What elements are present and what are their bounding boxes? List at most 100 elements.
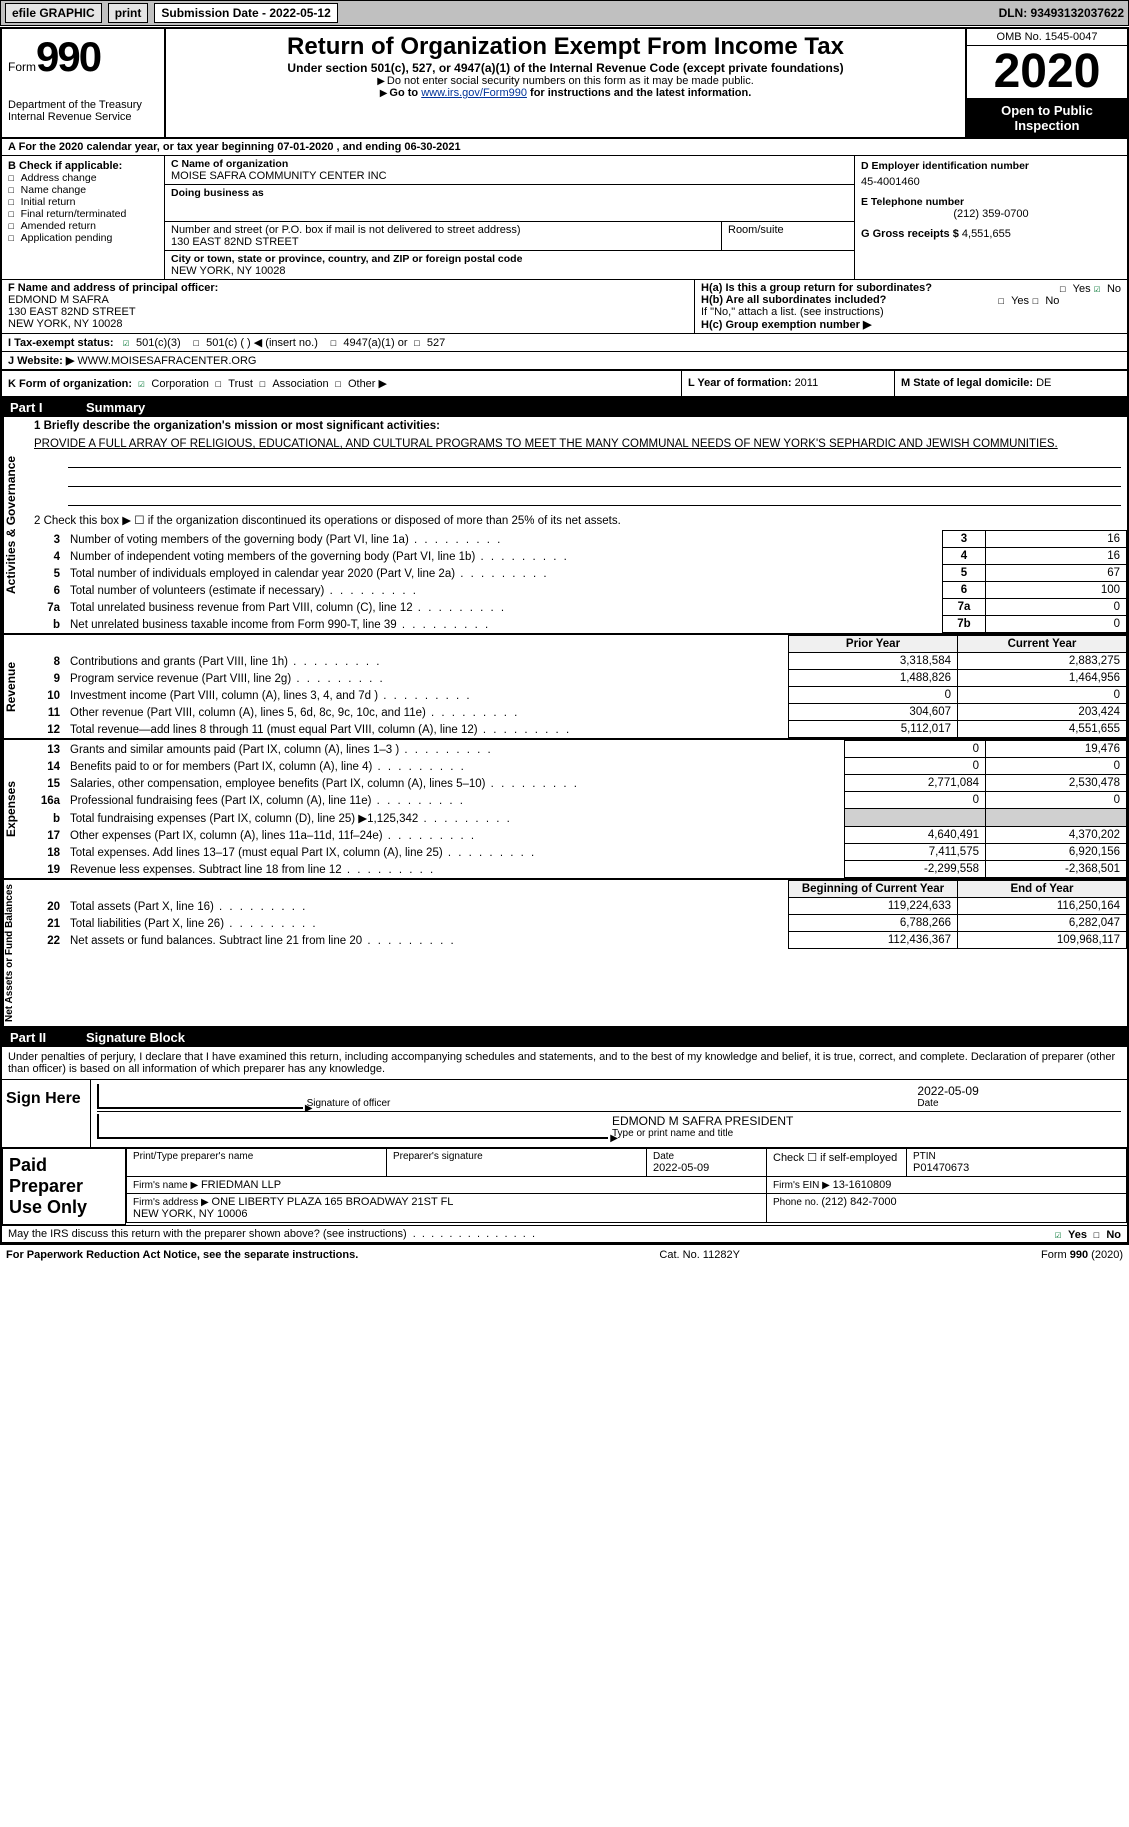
- firm-name: FRIEDMAN LLP: [201, 1179, 281, 1191]
- sign-here-label: Sign Here: [2, 1080, 91, 1147]
- street-address: Number and street (or P.O. box if mail i…: [165, 222, 722, 250]
- goto-note: Go to www.irs.gov/Form990 for instructio…: [174, 87, 957, 99]
- header-title-block: Return of Organization Exempt From Incom…: [166, 29, 965, 137]
- q1-label: 1 Briefly describe the organization's mi…: [28, 417, 1127, 435]
- vtab-revenue: Revenue: [2, 635, 28, 738]
- chk-final-return[interactable]: Final return/terminated: [8, 208, 158, 220]
- chk-501c3[interactable]: [123, 336, 136, 349]
- ssn-note: Do not enter social security numbers on …: [174, 75, 957, 87]
- firm-phone: (212) 842-7000: [821, 1196, 896, 1208]
- irs-link[interactable]: www.irs.gov/Form990: [421, 87, 527, 99]
- c-org-name: C Name of organization MOISE SAFRA COMMU…: [165, 156, 854, 185]
- tax-year: 2020: [967, 46, 1127, 99]
- room-suite: Room/suite: [722, 222, 854, 250]
- g-gross-receipts: G Gross receipts $ 4,551,655: [861, 228, 1121, 240]
- k-form-org: K Form of organization: Corporation Trus…: [2, 371, 681, 396]
- sig-date-label: Date: [917, 1098, 1121, 1109]
- tax-period: A For the 2020 calendar year, or tax yea…: [2, 139, 1127, 156]
- ha-yes[interactable]: [1059, 282, 1072, 295]
- discuss-row: May the IRS discuss this return with the…: [2, 1226, 1127, 1242]
- form-id-block: Form990 Department of the Treasury Inter…: [2, 29, 166, 137]
- chk-initial-return[interactable]: Initial return: [8, 196, 158, 208]
- vtab-net-assets: Net Assets or Fund Balances: [2, 880, 28, 1026]
- chk-assoc[interactable]: [259, 377, 272, 390]
- sig-arrow-icon: [97, 1084, 303, 1109]
- l-year-formation: L Year of formation: 2011: [681, 371, 894, 396]
- h-group-return: H(a) Is this a group return for subordin…: [694, 280, 1127, 333]
- chk-other[interactable]: [335, 377, 348, 390]
- penalty-statement: Under penalties of perjury, I declare th…: [2, 1047, 1127, 1079]
- firm-ein-label: Firm's EIN ▶: [773, 1180, 833, 1191]
- i-tax-exempt: I Tax-exempt status: 501(c)(3) 501(c) ( …: [2, 334, 1127, 352]
- open-inspection: Open to Public Inspection: [967, 99, 1127, 137]
- blank-line: [68, 472, 1121, 487]
- vtab-expenses: Expenses: [2, 740, 28, 878]
- chk-4947[interactable]: [330, 336, 343, 349]
- self-employed-check[interactable]: Check ☐ if self-employed: [767, 1149, 907, 1177]
- chk-amended[interactable]: Amended return: [8, 220, 158, 232]
- chk-trust[interactable]: [215, 377, 228, 390]
- b-checkboxes: B Check if applicable: Address change Na…: [2, 156, 165, 279]
- rev-lines: Prior YearCurrent Year8Contributions and…: [28, 635, 1127, 738]
- firm-ein: 13-1610809: [833, 1179, 892, 1191]
- part-i-header: Part I Summary: [2, 396, 1127, 417]
- f-principal-officer: F Name and address of principal officer:…: [2, 280, 694, 333]
- sig-arrow-icon: [97, 1114, 608, 1139]
- officer-name: EDMOND M SAFRA PRESIDENT: [612, 1114, 1121, 1128]
- paid-preparer-label: Paid Preparer Use Only: [2, 1148, 126, 1225]
- chk-name-change[interactable]: Name change: [8, 184, 158, 196]
- form-990: Form990 Department of the Treasury Inter…: [0, 27, 1129, 1244]
- chk-app-pending[interactable]: Application pending: [8, 232, 158, 244]
- dln: DLN: 93493132037622: [999, 6, 1124, 20]
- submission-date: Submission Date - 2022-05-12: [154, 3, 337, 23]
- omb-number: OMB No. 1545-0047: [967, 29, 1127, 46]
- efile-button[interactable]: efile GRAPHIC: [5, 3, 102, 23]
- chk-501c[interactable]: [193, 336, 206, 349]
- sig-date-val: 2022-05-09: [917, 1084, 1121, 1098]
- d-ein: D Employer identification number 45-4001…: [861, 160, 1121, 188]
- discuss-no[interactable]: [1093, 1228, 1106, 1241]
- prep-name-label: Print/Type preparer's name: [133, 1151, 380, 1162]
- return-subtitle: Under section 501(c), 527, or 4947(a)(1)…: [174, 61, 957, 75]
- chk-527[interactable]: [414, 336, 427, 349]
- gov-lines: 3Number of voting members of the governi…: [28, 530, 1127, 633]
- ptin-label: PTIN: [913, 1151, 1120, 1162]
- exp-lines: 13Grants and similar amounts paid (Part …: [28, 740, 1127, 878]
- form-ref: Form 990 (2020): [1041, 1249, 1123, 1261]
- ha-no[interactable]: [1094, 282, 1107, 295]
- firm-addr-label: Firm's address ▶: [133, 1197, 212, 1208]
- print-button[interactable]: print: [108, 3, 149, 23]
- prep-date: 2022-05-09: [653, 1162, 760, 1174]
- ptin: P01470673: [913, 1162, 1120, 1174]
- top-bar: efile GRAPHIC print Submission Date - 20…: [0, 0, 1129, 26]
- firm-phone-label: Phone no.: [773, 1197, 821, 1208]
- dept-treasury: Department of the Treasury Internal Reve…: [8, 99, 158, 123]
- q2: 2 Check this box ▶ ☐ if the organization…: [28, 510, 1127, 530]
- e-phone: E Telephone number (212) 359-0700: [861, 196, 1121, 220]
- hb-no[interactable]: [1032, 294, 1045, 307]
- net-lines: Beginning of Current YearEnd of Year20To…: [28, 880, 1127, 949]
- pra-notice: For Paperwork Reduction Act Notice, see …: [6, 1249, 358, 1261]
- blank-line: [68, 453, 1121, 468]
- part-ii-header: Part II Signature Block: [2, 1026, 1127, 1047]
- return-title: Return of Organization Exempt From Incom…: [174, 33, 957, 61]
- blank-line: [68, 491, 1121, 506]
- j-website: J Website: ▶ WWW.MOISESAFRACENTER.ORG: [2, 352, 1127, 370]
- vtab-governance: Activities & Governance: [2, 417, 28, 633]
- form-word: Form: [8, 60, 36, 74]
- dba: Doing business as: [165, 185, 854, 222]
- firm-name-label: Firm's name ▶: [133, 1180, 201, 1191]
- b-header: B Check if applicable:: [8, 160, 158, 172]
- prep-date-label: Date: [653, 1151, 760, 1162]
- city-state-zip: City or town, state or province, country…: [165, 251, 854, 279]
- hb-yes[interactable]: [998, 294, 1011, 307]
- form-number: 990: [36, 33, 100, 80]
- officer-name-label: Type or print name and title: [612, 1128, 1121, 1139]
- q1-value: PROVIDE A FULL ARRAY OF RELIGIOUS, EDUCA…: [28, 435, 1127, 453]
- chk-corp[interactable]: [138, 377, 151, 390]
- page-footer: For Paperwork Reduction Act Notice, see …: [0, 1244, 1129, 1265]
- chk-address-change[interactable]: Address change: [8, 172, 158, 184]
- prep-sig-label: Preparer's signature: [393, 1151, 640, 1162]
- discuss-yes[interactable]: [1055, 1228, 1068, 1241]
- sig-officer-label: Signature of officer: [307, 1098, 918, 1109]
